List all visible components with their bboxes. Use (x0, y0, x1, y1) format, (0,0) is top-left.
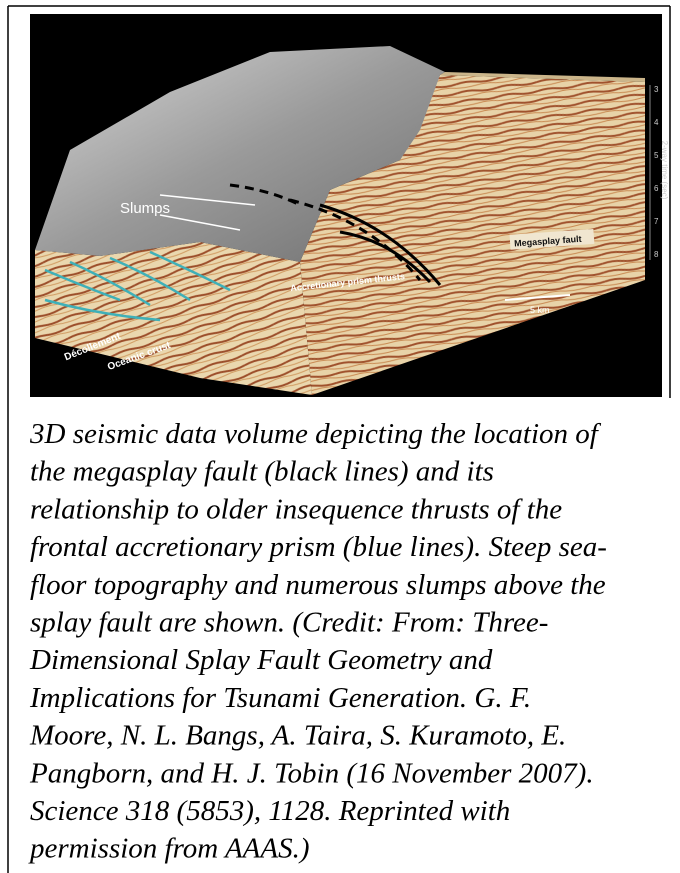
caption-line: Dimensional Splay Fault Geometry and (29, 644, 493, 676)
caption-line: Pangborn, and H. J. Tobin (16 November 2… (29, 757, 594, 789)
time-tick-label: 5 (654, 151, 659, 160)
caption-line: floor topography and numerous slumps abo… (30, 569, 606, 601)
caption-line: the megasplay fault (black lines) and it… (30, 456, 494, 488)
time-tick-label: 8 (654, 250, 659, 259)
caption: 3D seismic data volume depicting the loc… (28, 418, 607, 865)
caption-line: relationship to older insequence thrusts… (30, 493, 562, 525)
caption-line: 3D seismic data volume depicting the loc… (29, 418, 602, 450)
label: Slumps (120, 200, 170, 217)
label: 5 km (530, 305, 550, 315)
caption-line: Implications for Tsunami Generation. G. … (29, 682, 531, 714)
caption-line: permission from AAAS.) (28, 833, 310, 865)
page: Slumps Megasplay fault Accretionary pris… (0, 0, 680, 873)
caption-line: splay fault are shown. (Credit: From: Th… (30, 607, 548, 639)
caption-line: Moore, N. L. Bangs, A. Taira, S. Kuramot… (29, 720, 566, 752)
time-tick-label: 6 (654, 184, 659, 193)
figure: Slumps Megasplay fault Accretionary pris… (0, 0, 680, 873)
caption-line: frontal accretionary prism (blue lines).… (30, 531, 607, 563)
caption-line: Science 318 (5853), 1128. Reprinted with (30, 795, 510, 827)
time-tick-label: 7 (654, 217, 659, 226)
axis-title: 2-way time (sec) (660, 141, 669, 200)
time-tick-label: 4 (654, 118, 659, 127)
time-tick-label: 3 (654, 85, 659, 94)
